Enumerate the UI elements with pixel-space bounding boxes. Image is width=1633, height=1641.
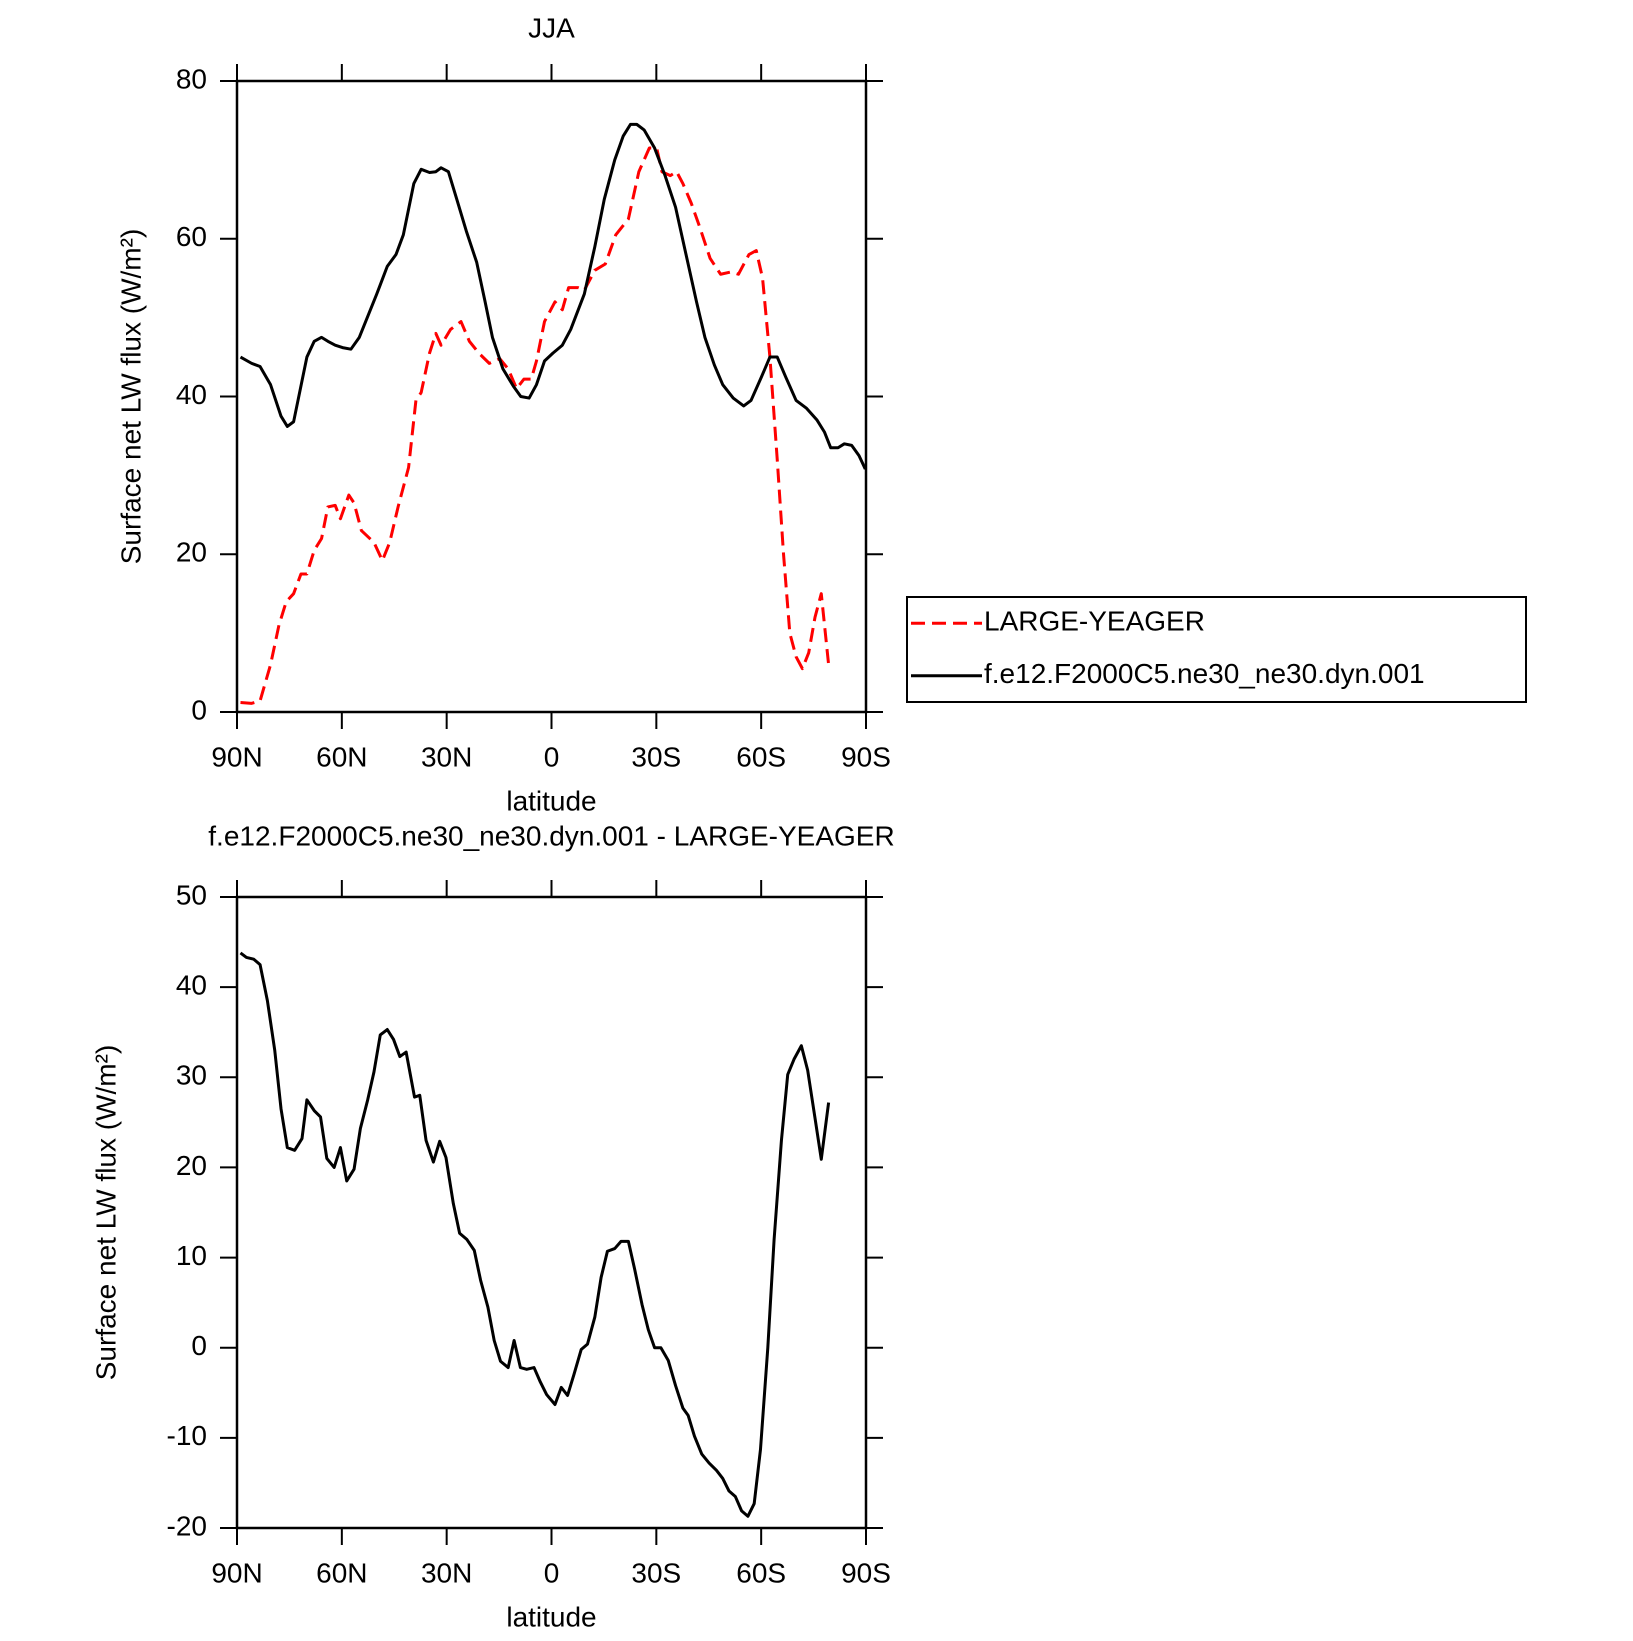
- legend-box: [906, 596, 1527, 703]
- y-tick-label: 40: [176, 379, 207, 410]
- x-tick-label: 90N: [211, 741, 262, 772]
- x-axis-label: latitude: [506, 1601, 596, 1632]
- y-tick-label: -10: [167, 1420, 207, 1451]
- chart-title: JJA: [528, 12, 575, 43]
- legend-label: LARGE-YEAGER: [984, 606, 1205, 637]
- x-tick-label: 30N: [421, 1557, 472, 1588]
- x-tick-label: 30S: [631, 1557, 681, 1588]
- x-tick-label: 60N: [316, 741, 367, 772]
- y-tick-label: 20: [176, 537, 207, 568]
- plot-frame: [235, 79, 868, 714]
- y-tick-label: -20: [167, 1510, 207, 1541]
- x-tick-label: 90N: [211, 1557, 262, 1588]
- y-tick-label: 80: [176, 63, 207, 94]
- x-tick-label: 90S: [841, 1557, 891, 1588]
- x-tick-label: 60N: [316, 1557, 367, 1588]
- y-tick-label: 30: [176, 1060, 207, 1091]
- y-tick-label: 40: [176, 970, 207, 1001]
- y-axis-label: Surface net LW flux (W/m²): [90, 1045, 121, 1381]
- x-tick-label: 60S: [736, 741, 786, 772]
- data-line: [240, 146, 831, 705]
- x-tick-label: 60S: [736, 1557, 786, 1588]
- y-tick-label: 10: [176, 1240, 207, 1271]
- data-line: [239, 122, 867, 470]
- data-line: [239, 951, 831, 1518]
- x-tick-label: 30S: [631, 741, 681, 772]
- y-axis-label: Surface net LW flux (W/m²): [115, 229, 146, 565]
- x-tick-label: 90S: [841, 741, 891, 772]
- y-tick-label: 60: [176, 221, 207, 252]
- x-tick-label: 30N: [421, 741, 472, 772]
- legend-label: f.e12.F2000C5.ne30_ne30.dyn.001: [984, 658, 1425, 689]
- chart-title: f.e12.F2000C5.ne30_ne30.dyn.001 - LARGE-…: [208, 820, 894, 851]
- plot-frame: [235, 895, 868, 1530]
- y-tick-label: 50: [176, 879, 207, 910]
- x-axis-label: latitude: [506, 785, 596, 816]
- x-tick-label: 0: [544, 1557, 560, 1588]
- y-tick-label: 20: [176, 1150, 207, 1181]
- x-tick-label: 0: [544, 741, 560, 772]
- y-tick-label: 0: [191, 694, 207, 725]
- y-tick-label: 0: [191, 1330, 207, 1361]
